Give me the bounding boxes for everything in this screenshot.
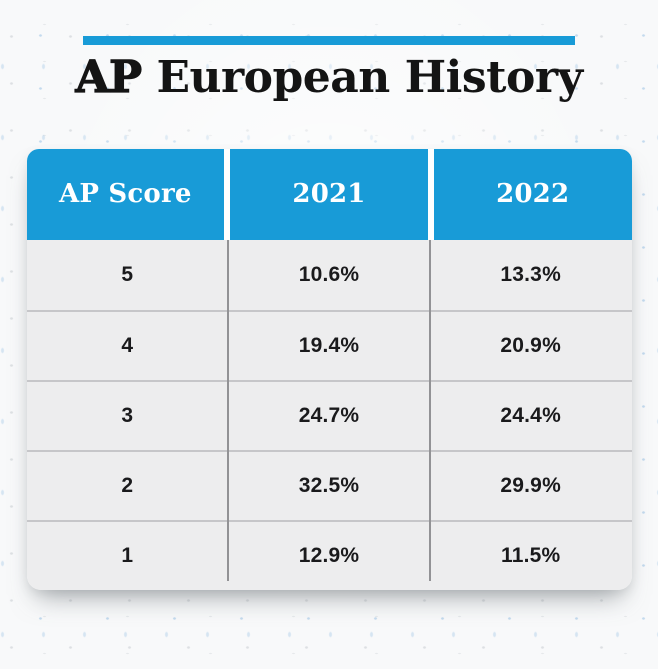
- header-cell-2021: 2021: [230, 148, 428, 240]
- value-cell-2021: 12.9%: [298, 543, 360, 567]
- value-cell-2021: 10.6%: [298, 262, 360, 286]
- page-background: { "accent_color": "#189BD7", "row_backgr…: [0, 36, 658, 669]
- score-cell: 3: [121, 403, 134, 427]
- score-cell: 4: [121, 333, 134, 357]
- score-cell: 5: [121, 262, 134, 286]
- header-cell-2022: 2022: [433, 148, 632, 240]
- value-cell-2021: 24.7%: [298, 403, 360, 427]
- table-row: 4 19.4% 20.9%: [26, 309, 632, 380]
- page-title: AP European History: [0, 51, 658, 105]
- value-cell-2022: 11.5%: [500, 543, 561, 567]
- accent-bar: [83, 36, 575, 45]
- value-cell-2022: 24.4%: [500, 403, 561, 427]
- column-divider: [227, 239, 230, 581]
- table-row: 5 10.6% 13.3%: [27, 240, 632, 310]
- value-cell-2022: 29.9%: [500, 473, 561, 497]
- column-divider: [428, 239, 431, 581]
- header-cell-ap-score: AP Score: [26, 148, 225, 240]
- score-distribution-table: AP Score 2021 2022 5 10.6% 13.3% 4 19.4%…: [26, 148, 632, 590]
- score-cell: 2: [121, 473, 134, 497]
- table-body: 5 10.6% 13.3% 4 19.4% 20.9% 3 24.7% 24.4…: [26, 239, 632, 590]
- table-row: 2 32.5% 29.9%: [26, 449, 632, 520]
- title-rest: European History: [156, 52, 583, 103]
- table-row: 3 24.7% 24.4%: [26, 379, 632, 450]
- table-header-row: AP Score 2021 2022: [26, 148, 632, 240]
- value-cell-2021: 19.4%: [298, 333, 360, 357]
- value-cell-2022: 20.9%: [500, 333, 561, 357]
- title-bold: AP: [75, 51, 143, 103]
- value-cell-2022: 13.3%: [500, 262, 561, 286]
- score-cell: 1: [121, 543, 134, 567]
- value-cell-2021: 32.5%: [298, 473, 360, 497]
- table-row: 1 12.9% 11.5%: [26, 519, 632, 590]
